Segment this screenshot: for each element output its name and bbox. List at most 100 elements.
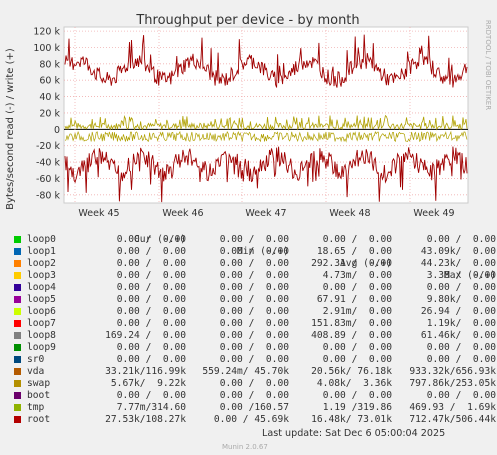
legend-name: vda bbox=[27, 366, 45, 377]
x-tick-label: Week 48 bbox=[329, 208, 370, 219]
legend-min: 559.24m/ 45.70k bbox=[202, 366, 289, 377]
legend-max: 3.38 / 0.00 bbox=[426, 270, 496, 281]
legend-cur: 0.00 / 0.00 bbox=[116, 318, 186, 329]
y-tick-label: 40 k bbox=[39, 92, 60, 103]
legend-max: 797.86k/253.05k bbox=[409, 378, 496, 389]
legend-avg: 4.08k/ 3.36k bbox=[316, 378, 392, 389]
chart: Throughput per device - by month Bytes/s… bbox=[0, 0, 497, 222]
legend-cur: 33.21k/116.99k bbox=[105, 366, 186, 377]
series-tmp-read bbox=[64, 130, 468, 143]
legend-name: boot bbox=[27, 390, 51, 401]
legend-swatch bbox=[14, 380, 21, 387]
legend-cur: 0.00 / 0.00 bbox=[116, 342, 186, 353]
col-cur: Cur (-/+) bbox=[134, 234, 186, 245]
x-tick-label: Week 45 bbox=[78, 208, 119, 219]
legend-row-loop5: loop5 0.00 / 0.00 0.00 / 0.00 67.91 / 0.00 9… bbox=[14, 294, 496, 306]
legend-cur: 0.00 / 0.00 bbox=[116, 282, 186, 293]
legend-avg: 0.00 / 0.00 bbox=[322, 342, 392, 353]
plot-area: 120 k 100 k 80 k 60 k 40 k 20 k 0 -20 k -40 k -60… bbox=[33, 26, 469, 219]
y-tick-label: 100 k bbox=[33, 43, 60, 54]
legend-row-loop8: loop8 169.24 / 0.00 0.00 / 0.00 408.89 / 0.… bbox=[14, 330, 496, 342]
munin-version: Munin 2.0.67 bbox=[222, 443, 268, 451]
legend-name: loop1 bbox=[27, 246, 56, 257]
legend-avg: 20.56k/ 76.18k bbox=[311, 366, 392, 377]
legend-min: 0.00 / 0.00 bbox=[219, 390, 289, 401]
legend: Cur (-/+) Min (-/+) Avg (-/+) Max (-/+) … bbox=[14, 222, 496, 426]
legend-cur: 7.77m/314.60 bbox=[116, 402, 186, 413]
legend-cur: 0.00 / 0.00 bbox=[116, 246, 186, 257]
legend-max: 43.09k/ 0.00 bbox=[420, 246, 496, 257]
legend-swatch bbox=[14, 284, 21, 291]
legend-min: 0.00 / 0.00 bbox=[219, 330, 289, 341]
legend-max: 0.00 / 0.00 bbox=[426, 354, 496, 365]
legend-name: root bbox=[27, 414, 51, 425]
legend-name: tmp bbox=[27, 402, 45, 413]
legend-name: loop9 bbox=[27, 342, 56, 353]
legend-avg: 4.73m/ 0.00 bbox=[322, 270, 392, 281]
legend-row-loop6: loop6 0.00 / 0.00 0.00 / 0.00 2.91m/ 0.00 26… bbox=[14, 306, 496, 318]
legend-avg: 1.19 /319.86 bbox=[322, 402, 392, 413]
chart-title: Throughput per device - by month bbox=[135, 13, 359, 28]
col-avg: Avg (-/+) bbox=[340, 258, 392, 269]
legend-row-boot: boot 0.00 / 0.00 0.00 / 0.00 0.00 / 0.00 0.0… bbox=[14, 390, 496, 402]
y-tick-label: 20 k bbox=[39, 108, 60, 119]
col-max: Max (-/+) bbox=[444, 270, 496, 281]
legend-min: 0.00 / 0.00 bbox=[219, 258, 289, 269]
rrdtool-credit: RRDTOOL / TOBI OETIKER bbox=[484, 20, 492, 110]
legend-swatch bbox=[14, 308, 21, 315]
legend-cur: 169.24 / 0.00 bbox=[105, 330, 186, 341]
legend-cur: 27.53k/108.27k bbox=[105, 414, 186, 425]
legend-row-loop3: loop3 0.00 / 0.00 0.00 / 0.00 4.73m/ 0.00 3.… bbox=[14, 270, 496, 282]
legend-min: 0.00 / 0.00 bbox=[219, 342, 289, 353]
legend-min: 0.00 / 0.00 bbox=[219, 282, 289, 293]
legend-max: 0.00 / 0.00 bbox=[426, 342, 496, 353]
y-tick-label: -80 k bbox=[36, 190, 61, 201]
legend-avg: 2.91m/ 0.00 bbox=[322, 306, 392, 317]
y-tick-label: -40 k bbox=[36, 158, 61, 169]
legend-min: 0.00 / 0.00 bbox=[219, 270, 289, 281]
y-tick-label: 120 k bbox=[33, 27, 60, 38]
legend-avg: 16.48k/ 73.01k bbox=[311, 414, 392, 425]
legend-swatch bbox=[14, 248, 21, 255]
legend-header: Cur (-/+) Min (-/+) Avg (-/+) Max (-/+) bbox=[14, 222, 496, 281]
y-tick-label: -60 k bbox=[36, 174, 61, 185]
legend-max: 44.23k/ 0.00 bbox=[420, 258, 496, 269]
legend-swatch bbox=[14, 368, 21, 375]
legend-swatch bbox=[14, 236, 21, 243]
x-tick-label: Week 47 bbox=[245, 208, 286, 219]
legend-name: loop3 bbox=[27, 270, 56, 281]
legend-name: loop6 bbox=[27, 306, 56, 317]
legend-min: 0.00 / 0.00 bbox=[219, 246, 289, 257]
legend-row-loop2: loop2 0.00 / 0.00 0.00 / 0.00 292.31 / 0.00… bbox=[14, 258, 496, 270]
series-tmp-write bbox=[64, 114, 468, 131]
y-axis-label: Bytes/second read (-) / write (+) bbox=[5, 48, 16, 210]
legend-avg: 292.31 / 0.00 bbox=[311, 258, 392, 269]
legend-min: 0.00 /160.57 bbox=[219, 402, 289, 413]
legend-cur: 0.00 / 0.00 bbox=[116, 234, 186, 245]
legend-row-loop9: loop9 0.00 / 0.00 0.00 / 0.00 0.00 / 0.00 0.… bbox=[14, 342, 496, 354]
legend-avg: 0.00 / 0.00 bbox=[322, 390, 392, 401]
legend-name: loop4 bbox=[27, 282, 56, 293]
legend-max: 0.00 / 0.00 bbox=[426, 282, 496, 293]
legend-min: 0.00 / 45.69k bbox=[213, 414, 289, 425]
legend-row-loop1: loop1 0.00 / 0.00 0.00 / 0.00 18.65 / 0.00 4… bbox=[14, 246, 496, 258]
legend-row-sr0: sr0 0.00 / 0.00 0.00 / 0.00 0.00 / 0.00 0.00… bbox=[14, 354, 496, 366]
y-tick-label: 60 k bbox=[39, 76, 60, 87]
legend-name: swap bbox=[27, 378, 51, 389]
legend-name: sr0 bbox=[27, 354, 45, 365]
legend-min: 0.00 / 0.00 bbox=[219, 234, 289, 245]
legend-min: 0.00 / 0.00 bbox=[219, 318, 289, 329]
series-root-read bbox=[64, 146, 468, 203]
legend-swatch bbox=[14, 344, 21, 351]
legend-row-vda: vda 33.21k/116.99k 559.24m/ 45.70k 20.56k/ … bbox=[14, 366, 496, 378]
legend-name: loop8 bbox=[27, 330, 56, 341]
legend-swatch bbox=[14, 332, 21, 339]
legend-avg: 151.83m/ 0.00 bbox=[311, 318, 392, 329]
legend-row-loop7: loop7 0.00 / 0.00 0.00 / 0.00 151.83m/ 0.00… bbox=[14, 318, 496, 330]
legend-max: 0.00 / 0.00 bbox=[426, 390, 496, 401]
legend-swatch bbox=[14, 272, 21, 279]
legend-max: 26.94 / 0.00 bbox=[420, 306, 496, 317]
legend-name: loop5 bbox=[27, 294, 56, 305]
legend-max: 1.19k/ 0.00 bbox=[426, 318, 496, 329]
legend-max: 469.93 / 1.69k bbox=[409, 402, 496, 413]
